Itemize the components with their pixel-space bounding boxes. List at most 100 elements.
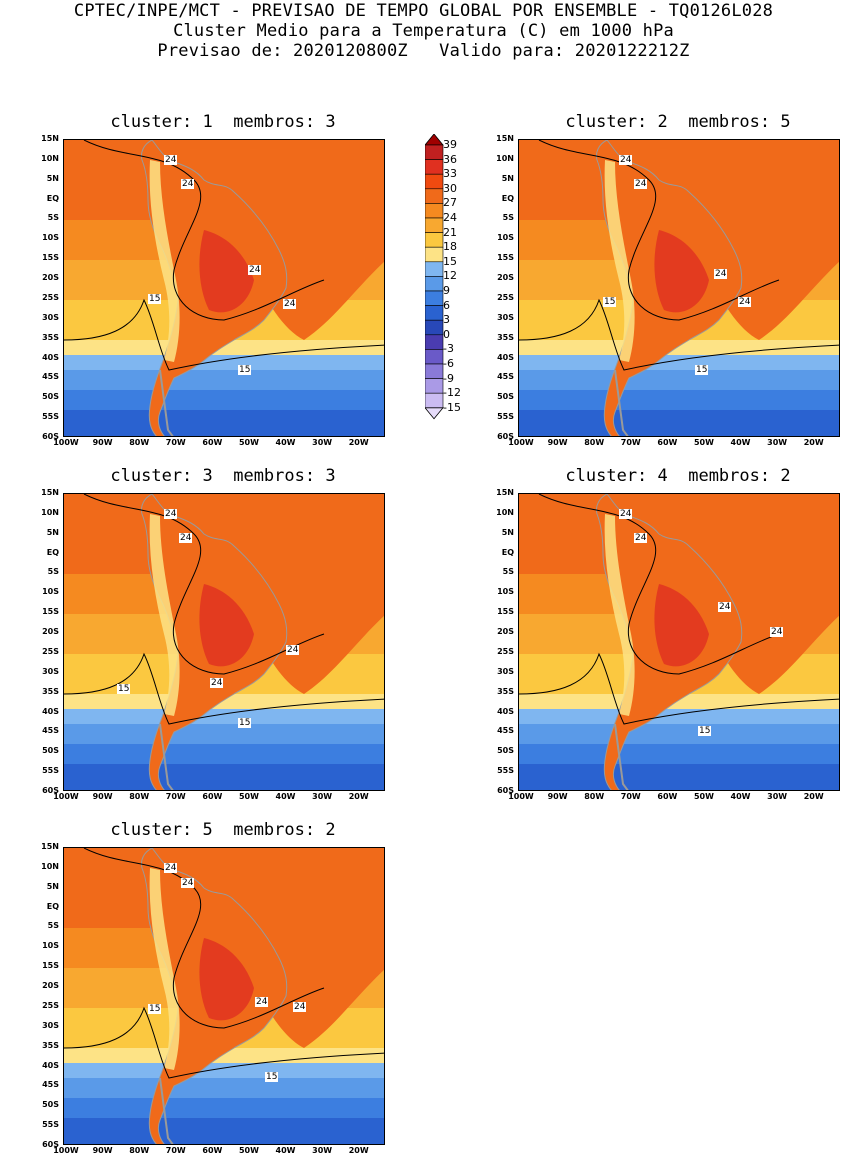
lat-tick-label: 50S bbox=[497, 392, 514, 402]
lon-tick-label: 70W bbox=[165, 792, 186, 801]
colorbar-swatch bbox=[425, 378, 444, 394]
lat-tick-label: 55S bbox=[42, 766, 59, 776]
temp-band bbox=[64, 764, 384, 790]
colorbar-swatch bbox=[425, 290, 444, 306]
lon-tick-label: 60W bbox=[202, 1146, 223, 1155]
warm-ocean-region bbox=[214, 494, 384, 694]
lat-tick-label: 30S bbox=[42, 666, 59, 676]
temp-band bbox=[64, 744, 384, 764]
lon-tick-label: 60W bbox=[657, 792, 678, 801]
colorbar-level-label: -3 bbox=[443, 342, 454, 356]
lon-tick-label: 50W bbox=[693, 792, 714, 801]
colorbar-level-label: -6 bbox=[443, 357, 454, 370]
colorbar-swatch bbox=[425, 392, 444, 409]
temp-band bbox=[64, 355, 384, 370]
lat-tick-label: 35S bbox=[42, 686, 59, 696]
panel-title-2: cluster: 2 membros: 5 bbox=[565, 112, 791, 132]
lat-tick-label: 40S bbox=[497, 352, 514, 362]
colorbar-level-label: 27 bbox=[443, 196, 457, 210]
contour-label: 24 bbox=[619, 155, 633, 165]
lon-tick-label: 40W bbox=[275, 792, 296, 801]
lat-tick-label: 35S bbox=[497, 686, 514, 696]
contour-label: 15 bbox=[695, 365, 709, 375]
lon-tick-label: 80W bbox=[129, 438, 150, 447]
lon-tick-label: 40W bbox=[275, 1146, 296, 1155]
colorbar-swatch bbox=[425, 334, 444, 350]
temp-band bbox=[64, 410, 384, 436]
lat-tick-label: 15N bbox=[41, 488, 59, 497]
hot-interior bbox=[654, 230, 709, 313]
temp-band bbox=[519, 744, 839, 764]
temp-band bbox=[519, 410, 839, 436]
andes-cool-strip bbox=[149, 160, 180, 362]
lat-tick-label: 15S bbox=[497, 253, 514, 263]
temp-band bbox=[519, 724, 839, 744]
temp-band bbox=[519, 340, 839, 355]
warm-ocean-region bbox=[669, 494, 839, 694]
lon-tick-label: 20W bbox=[348, 792, 369, 801]
lat-tick-label: 25S bbox=[42, 646, 59, 656]
lat-tick-label: 30S bbox=[42, 1020, 59, 1030]
warm-ocean-region bbox=[669, 140, 839, 340]
lat-tick-label: 40S bbox=[42, 706, 59, 716]
lat-tick-label: EQ bbox=[46, 547, 59, 557]
lon-tick-label: 70W bbox=[165, 1146, 186, 1155]
title-line-3: Previsao de: 2020120800Z Valido para: 20… bbox=[157, 41, 690, 61]
contour-label: 24 bbox=[619, 509, 633, 519]
temperature-map-cluster-1 bbox=[63, 139, 385, 437]
contour-label: 15 bbox=[698, 726, 712, 736]
lat-tick-label: 35S bbox=[42, 1040, 59, 1050]
lat-tick-label: 5S bbox=[502, 213, 514, 223]
contour-label: 24 bbox=[770, 627, 784, 637]
andes-cool-strip bbox=[604, 160, 635, 362]
colorbar-swatch bbox=[425, 349, 444, 365]
colorbar-bottom-arrow bbox=[425, 407, 444, 420]
title-line-2: Cluster Medio para a Temperatura (C) em … bbox=[173, 21, 674, 41]
lat-tick-label: 45S bbox=[497, 726, 514, 736]
lat-tick-label: 10S bbox=[42, 941, 59, 951]
temp-band bbox=[519, 709, 839, 724]
lat-tick-label: 45S bbox=[42, 372, 59, 382]
hot-interior bbox=[654, 584, 709, 667]
contour-label: 15 bbox=[238, 718, 252, 728]
lat-tick-label: 10S bbox=[497, 233, 514, 243]
temp-band bbox=[519, 355, 839, 370]
lat-tick-label: EQ bbox=[501, 547, 514, 557]
contour-label: 24 bbox=[210, 678, 224, 688]
lat-tick-label: 60S bbox=[42, 1140, 59, 1149]
patagonia-coast bbox=[614, 369, 629, 436]
lat-tick-label: 25S bbox=[497, 292, 514, 302]
lat-tick-label: 10S bbox=[497, 587, 514, 597]
lat-tick-label: 5N bbox=[501, 527, 514, 537]
lat-tick-label: 20S bbox=[497, 273, 514, 283]
lon-tick-label: 20W bbox=[803, 792, 824, 801]
colorbar-swatch bbox=[425, 276, 444, 292]
temperature-map-cluster-5 bbox=[63, 847, 385, 1145]
lat-tick-label: 45S bbox=[497, 372, 514, 382]
colorbar-swatch bbox=[425, 305, 444, 321]
lat-tick-label: 5S bbox=[47, 213, 59, 223]
lon-tick-label: 40W bbox=[730, 438, 751, 447]
colorbar-swatch bbox=[425, 188, 444, 204]
colorbar-swatch bbox=[425, 232, 444, 248]
hot-interior bbox=[199, 584, 254, 667]
lon-tick-label: 100W bbox=[53, 438, 79, 447]
lon-tick-label: 70W bbox=[620, 438, 641, 447]
contour-label: 15 bbox=[265, 1072, 279, 1082]
colorbar-level-label: -15 bbox=[443, 400, 461, 414]
contour-label: 24 bbox=[714, 269, 728, 279]
contour-24 bbox=[83, 140, 325, 321]
colorbar-level-label: 9 bbox=[443, 284, 450, 297]
colorbar-level-label: 33 bbox=[443, 167, 457, 181]
lat-tick-label: 10N bbox=[41, 861, 59, 871]
contour-label: 24 bbox=[283, 299, 297, 309]
temperature-map-cluster-3 bbox=[63, 493, 385, 791]
lat-tick-label: 55S bbox=[42, 1120, 59, 1130]
panel-title-1: cluster: 1 membros: 3 bbox=[110, 112, 336, 132]
lon-tick-label: 20W bbox=[348, 438, 369, 447]
lon-tick-label: 90W bbox=[92, 792, 113, 801]
contour-label: 24 bbox=[293, 1002, 307, 1012]
lon-tick-label: 30W bbox=[767, 438, 788, 447]
lon-tick-label: 40W bbox=[275, 438, 296, 447]
lon-tick-label: 30W bbox=[767, 792, 788, 801]
